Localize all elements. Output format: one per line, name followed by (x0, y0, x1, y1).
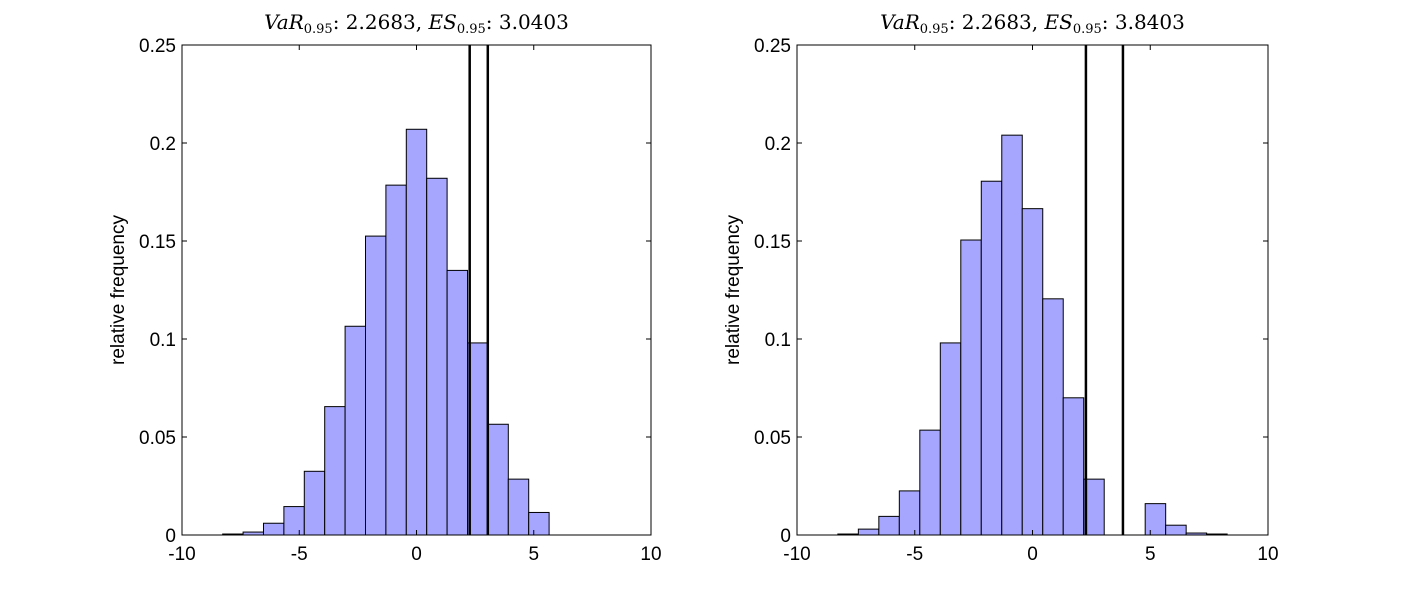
x-tick-label: -5 (906, 544, 923, 565)
y-axis-label: relative frequency (723, 215, 744, 365)
histogram-bar (283, 506, 305, 536)
x-tick-label: -10 (168, 544, 195, 565)
x-tick-label: 5 (1145, 544, 1156, 565)
x-tick-label: -5 (291, 544, 308, 565)
histogram-bar (980, 180, 1003, 536)
histogram-bar (1001, 134, 1023, 536)
histogram-bar (487, 423, 509, 536)
x-tick-label: 0 (1027, 544, 1038, 565)
y-tick-label: 0.05 (754, 428, 791, 449)
x-tick-label: -10 (783, 544, 810, 565)
histogram-bar (303, 470, 326, 536)
histogram-bar (364, 235, 387, 536)
y-tick-label: 0.25 (754, 36, 791, 57)
y-tick-label: 0.1 (765, 330, 791, 351)
y-tick-label: 0.25 (139, 36, 176, 57)
histogram-bar (262, 522, 285, 536)
y-tick-label: 0.2 (765, 134, 791, 155)
y-tick-label: 0 (780, 526, 791, 547)
histogram-bar (919, 429, 941, 536)
chart-title: VaR0.95: 2.2683, ES0.95: 3.8403 (880, 10, 1185, 37)
chart-panel-2: -10 -5 0 5 10 0 0.05 0.1 0.15 0.2 0.25 relative fre… (723, 10, 1279, 565)
y-tick-label: 0.1 (150, 330, 176, 351)
y-tick-label: 0.15 (754, 232, 791, 253)
chart-panel-1: -10 -5 0 5 10 0 0.05 0.1 0.15 0.2 0.25 relative fre… (108, 10, 662, 565)
histogram-bar (1165, 524, 1187, 536)
histogram-bar (857, 528, 880, 536)
y-tick-label: 0.15 (139, 232, 176, 253)
histogram-bar (939, 342, 962, 536)
histogram-bar (446, 269, 469, 536)
histogram-bar (878, 515, 900, 536)
histogram-bar (898, 490, 921, 536)
x-tick-label: 10 (640, 544, 661, 565)
y-tick-label: 0.2 (150, 134, 176, 155)
histogram-bar (1042, 298, 1064, 536)
x-tick-label: 0 (411, 544, 422, 565)
histogram-bar (324, 406, 346, 536)
y-tick-label: 0.05 (139, 428, 176, 449)
histogram-bar (426, 177, 448, 536)
x-tick-label: 5 (528, 544, 539, 565)
histogram-bar (507, 478, 530, 536)
histogram-bar (385, 184, 407, 536)
histogram-bar (405, 128, 428, 536)
x-tick-label: 10 (1257, 544, 1278, 565)
histogram-bar (960, 239, 982, 536)
histogram-bar (1021, 208, 1044, 536)
chart-title: VaR0.95: 2.2683, ES0.95: 3.0403 (264, 10, 569, 37)
y-tick-label: 0 (165, 526, 176, 547)
histogram-bar (1144, 503, 1167, 536)
y-axis-label: relative frequency (108, 215, 129, 365)
histogram-bar (528, 511, 550, 536)
histogram-bar (1062, 397, 1085, 536)
histogram-bar (344, 325, 366, 536)
